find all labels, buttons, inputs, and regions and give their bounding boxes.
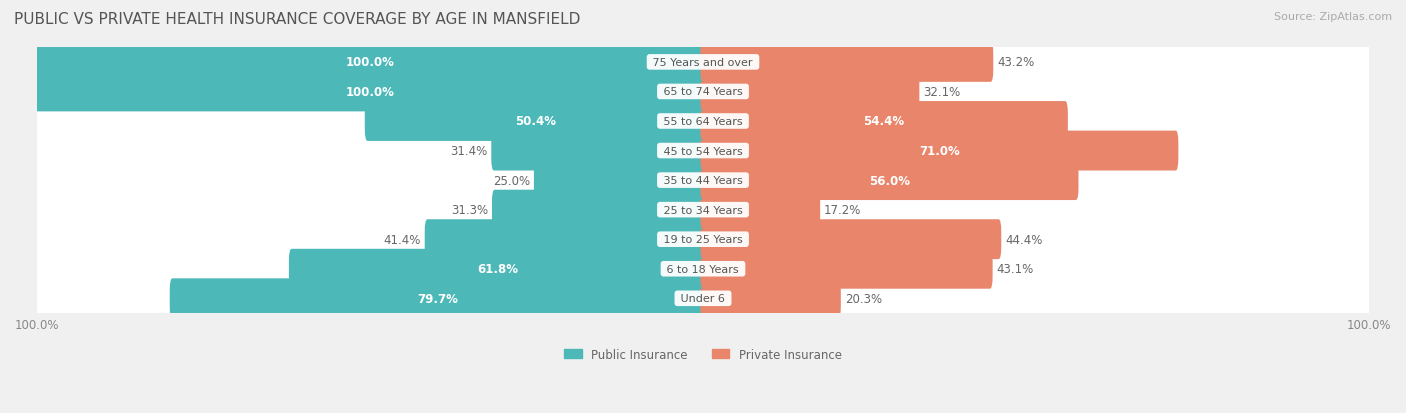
- Text: 50.4%: 50.4%: [515, 115, 555, 128]
- Text: 44.4%: 44.4%: [1005, 233, 1043, 246]
- FancyBboxPatch shape: [35, 183, 1371, 237]
- Text: 65 to 74 Years: 65 to 74 Years: [659, 87, 747, 97]
- FancyBboxPatch shape: [35, 72, 706, 112]
- Text: 35 to 44 Years: 35 to 44 Years: [659, 176, 747, 186]
- FancyBboxPatch shape: [35, 35, 1371, 90]
- FancyBboxPatch shape: [700, 249, 993, 289]
- FancyBboxPatch shape: [364, 102, 706, 142]
- FancyBboxPatch shape: [700, 279, 841, 318]
- FancyBboxPatch shape: [35, 212, 1371, 267]
- FancyBboxPatch shape: [35, 43, 706, 83]
- FancyBboxPatch shape: [35, 242, 1371, 297]
- Text: 56.0%: 56.0%: [869, 174, 910, 187]
- FancyBboxPatch shape: [35, 94, 1371, 149]
- Text: 17.2%: 17.2%: [824, 204, 862, 217]
- Text: 43.2%: 43.2%: [997, 56, 1035, 69]
- Text: 19 to 25 Years: 19 to 25 Years: [659, 235, 747, 244]
- Text: 100.0%: 100.0%: [346, 86, 395, 99]
- FancyBboxPatch shape: [288, 249, 706, 289]
- FancyBboxPatch shape: [700, 161, 1078, 201]
- FancyBboxPatch shape: [700, 220, 1001, 259]
- Text: 79.7%: 79.7%: [418, 292, 458, 305]
- FancyBboxPatch shape: [700, 43, 993, 83]
- Text: 31.4%: 31.4%: [450, 145, 488, 158]
- Text: 43.1%: 43.1%: [997, 263, 1033, 275]
- FancyBboxPatch shape: [700, 131, 1178, 171]
- FancyBboxPatch shape: [425, 220, 706, 259]
- FancyBboxPatch shape: [700, 102, 1067, 142]
- FancyBboxPatch shape: [35, 123, 1371, 179]
- FancyBboxPatch shape: [170, 279, 706, 318]
- Text: 25.0%: 25.0%: [492, 174, 530, 187]
- Text: PUBLIC VS PRIVATE HEALTH INSURANCE COVERAGE BY AGE IN MANSFIELD: PUBLIC VS PRIVATE HEALTH INSURANCE COVER…: [14, 12, 581, 27]
- Text: 45 to 54 Years: 45 to 54 Years: [659, 146, 747, 156]
- Text: 54.4%: 54.4%: [863, 115, 904, 128]
- Text: 71.0%: 71.0%: [920, 145, 960, 158]
- Text: 25 to 34 Years: 25 to 34 Years: [659, 205, 747, 215]
- FancyBboxPatch shape: [491, 131, 706, 171]
- Text: 75 Years and over: 75 Years and over: [650, 58, 756, 68]
- FancyBboxPatch shape: [534, 161, 706, 201]
- Text: 61.8%: 61.8%: [477, 263, 517, 275]
- Text: 41.4%: 41.4%: [384, 233, 420, 246]
- FancyBboxPatch shape: [492, 190, 706, 230]
- Text: 6 to 18 Years: 6 to 18 Years: [664, 264, 742, 274]
- Text: 32.1%: 32.1%: [924, 86, 960, 99]
- Text: 100.0%: 100.0%: [346, 56, 395, 69]
- FancyBboxPatch shape: [700, 190, 820, 230]
- FancyBboxPatch shape: [35, 271, 1371, 326]
- Text: 31.3%: 31.3%: [451, 204, 488, 217]
- Text: Under 6: Under 6: [678, 294, 728, 304]
- Text: 20.3%: 20.3%: [845, 292, 882, 305]
- FancyBboxPatch shape: [700, 72, 920, 112]
- Legend: Public Insurance, Private Insurance: Public Insurance, Private Insurance: [560, 343, 846, 366]
- Text: 55 to 64 Years: 55 to 64 Years: [659, 117, 747, 127]
- Text: Source: ZipAtlas.com: Source: ZipAtlas.com: [1274, 12, 1392, 22]
- FancyBboxPatch shape: [35, 153, 1371, 208]
- FancyBboxPatch shape: [35, 65, 1371, 120]
